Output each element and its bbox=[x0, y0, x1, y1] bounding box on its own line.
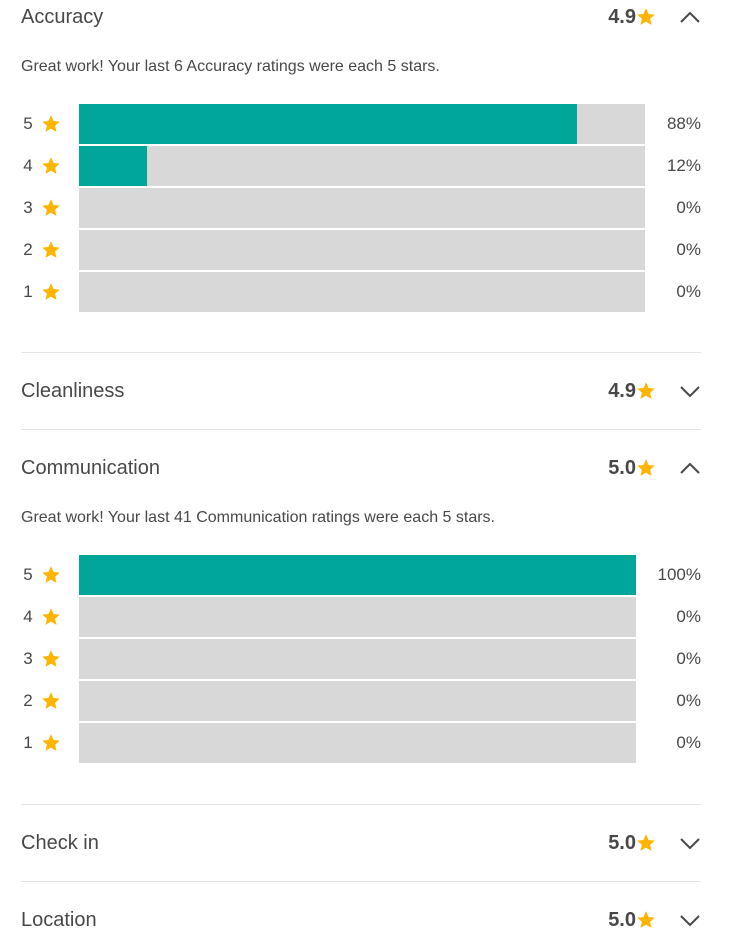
rating-row-1: 1 0% bbox=[21, 722, 701, 764]
rating-row-1: 1 0% bbox=[21, 271, 701, 313]
star-icon bbox=[42, 241, 60, 258]
rating-row-percent: 0% bbox=[676, 240, 701, 259]
rating-row-percent: 12% bbox=[666, 156, 701, 175]
star-icon bbox=[637, 382, 655, 399]
section-message: Great work! Your last 41 Communication r… bbox=[21, 509, 495, 526]
rating-row-stars: 3 bbox=[23, 198, 33, 217]
section-header[interactable]: Cleanliness 4.9 bbox=[21, 375, 701, 407]
star-icon bbox=[637, 834, 655, 851]
rating-bar-track bbox=[79, 681, 636, 721]
chevron-down-icon[interactable] bbox=[679, 910, 701, 928]
rating-row-stars: 1 bbox=[23, 733, 33, 752]
rating-row-stars: 4 bbox=[23, 607, 33, 626]
rating-section-cleanliness: Cleanliness 4.9 bbox=[21, 375, 701, 407]
rating-row-percent: 0% bbox=[676, 198, 701, 217]
rating-breakdown: 5 100% 4 0% 3 0% 2 0% 1 0% bbox=[21, 554, 701, 764]
star-icon bbox=[42, 157, 60, 174]
rating-section-communication: Communication 5.0 Great work! Your last … bbox=[21, 452, 701, 763]
rating-row-percent: 0% bbox=[676, 733, 701, 752]
rating-row-stars: 5 bbox=[23, 565, 33, 584]
section-score: 4.9 bbox=[608, 380, 636, 402]
star-icon bbox=[42, 566, 60, 583]
star-icon bbox=[42, 650, 60, 667]
section-message: Great work! Your last 6 Accuracy ratings… bbox=[21, 58, 440, 75]
rating-bar-track bbox=[79, 272, 645, 312]
rating-row-percent: 88% bbox=[666, 114, 701, 133]
rating-row-percent: 0% bbox=[676, 691, 701, 710]
star-icon bbox=[42, 115, 60, 132]
rating-section-check-in: Check in 5.0 bbox=[21, 827, 701, 859]
rating-bar-track bbox=[79, 188, 645, 228]
rating-bar-track bbox=[79, 146, 645, 186]
section-divider bbox=[21, 352, 701, 353]
section-score: 4.9 bbox=[608, 6, 636, 28]
rating-row-stars: 2 bbox=[23, 691, 33, 710]
rating-row-2: 2 0% bbox=[21, 680, 701, 722]
star-icon bbox=[42, 692, 60, 709]
star-icon bbox=[637, 459, 655, 476]
section-title: Check in bbox=[21, 832, 99, 854]
section-header[interactable]: Accuracy 4.9 bbox=[21, 1, 701, 33]
rating-section-location: Location 5.0 bbox=[21, 904, 701, 928]
rating-bar-track bbox=[79, 555, 636, 595]
section-header[interactable]: Communication 5.0 bbox=[21, 452, 701, 484]
rating-row-3: 3 0% bbox=[21, 187, 701, 229]
rating-row-stars: 5 bbox=[23, 114, 33, 133]
rating-row-percent: 0% bbox=[676, 607, 701, 626]
rating-bar-fill bbox=[79, 555, 636, 595]
chevron-up-icon[interactable] bbox=[679, 458, 701, 478]
chevron-down-icon[interactable] bbox=[679, 833, 701, 853]
rating-row-2: 2 0% bbox=[21, 229, 701, 271]
section-divider bbox=[21, 804, 701, 805]
section-header[interactable]: Location 5.0 bbox=[21, 904, 701, 928]
section-score: 5.0 bbox=[608, 457, 636, 479]
rating-row-stars: 2 bbox=[23, 240, 33, 259]
rating-section-accuracy: Accuracy 4.9 Great work! Your last 6 Acc… bbox=[21, 1, 701, 312]
section-title: Cleanliness bbox=[21, 380, 125, 402]
rating-row-stars: 3 bbox=[23, 649, 33, 668]
star-icon bbox=[637, 8, 655, 25]
section-title: Accuracy bbox=[21, 6, 104, 28]
star-icon bbox=[42, 283, 60, 300]
section-divider bbox=[21, 429, 701, 430]
rating-row-percent: 100% bbox=[657, 565, 701, 584]
rating-bar-track bbox=[79, 230, 645, 270]
star-icon bbox=[637, 911, 655, 928]
chevron-down-icon[interactable] bbox=[679, 381, 701, 401]
rating-row-5: 5 100% bbox=[21, 554, 701, 596]
section-score: 5.0 bbox=[608, 909, 636, 928]
section-score: 5.0 bbox=[608, 832, 636, 854]
section-divider bbox=[21, 881, 701, 882]
section-title: Communication bbox=[21, 457, 160, 479]
rating-bar-fill bbox=[79, 146, 147, 186]
rating-bar-track bbox=[79, 723, 636, 763]
section-header[interactable]: Check in 5.0 bbox=[21, 827, 701, 859]
rating-row-3: 3 0% bbox=[21, 638, 701, 680]
rating-breakdown: 5 88% 4 12% 3 0% 2 0% 1 0% bbox=[21, 103, 701, 313]
rating-row-5: 5 88% bbox=[21, 103, 701, 145]
rating-row-stars: 4 bbox=[23, 156, 33, 175]
star-icon bbox=[42, 199, 60, 216]
rating-row-4: 4 12% bbox=[21, 145, 701, 187]
rating-bar-fill bbox=[79, 104, 578, 144]
rating-bar-track bbox=[79, 597, 636, 637]
chevron-up-icon[interactable] bbox=[679, 7, 701, 27]
star-icon bbox=[42, 608, 60, 625]
star-icon bbox=[42, 734, 60, 751]
rating-bar-track bbox=[79, 639, 636, 679]
rating-row-percent: 0% bbox=[676, 282, 701, 301]
rating-row-stars: 1 bbox=[23, 282, 33, 301]
rating-row-percent: 0% bbox=[676, 649, 701, 668]
rating-bar-track bbox=[79, 104, 645, 144]
section-title: Location bbox=[21, 909, 97, 928]
rating-row-4: 4 0% bbox=[21, 596, 701, 638]
